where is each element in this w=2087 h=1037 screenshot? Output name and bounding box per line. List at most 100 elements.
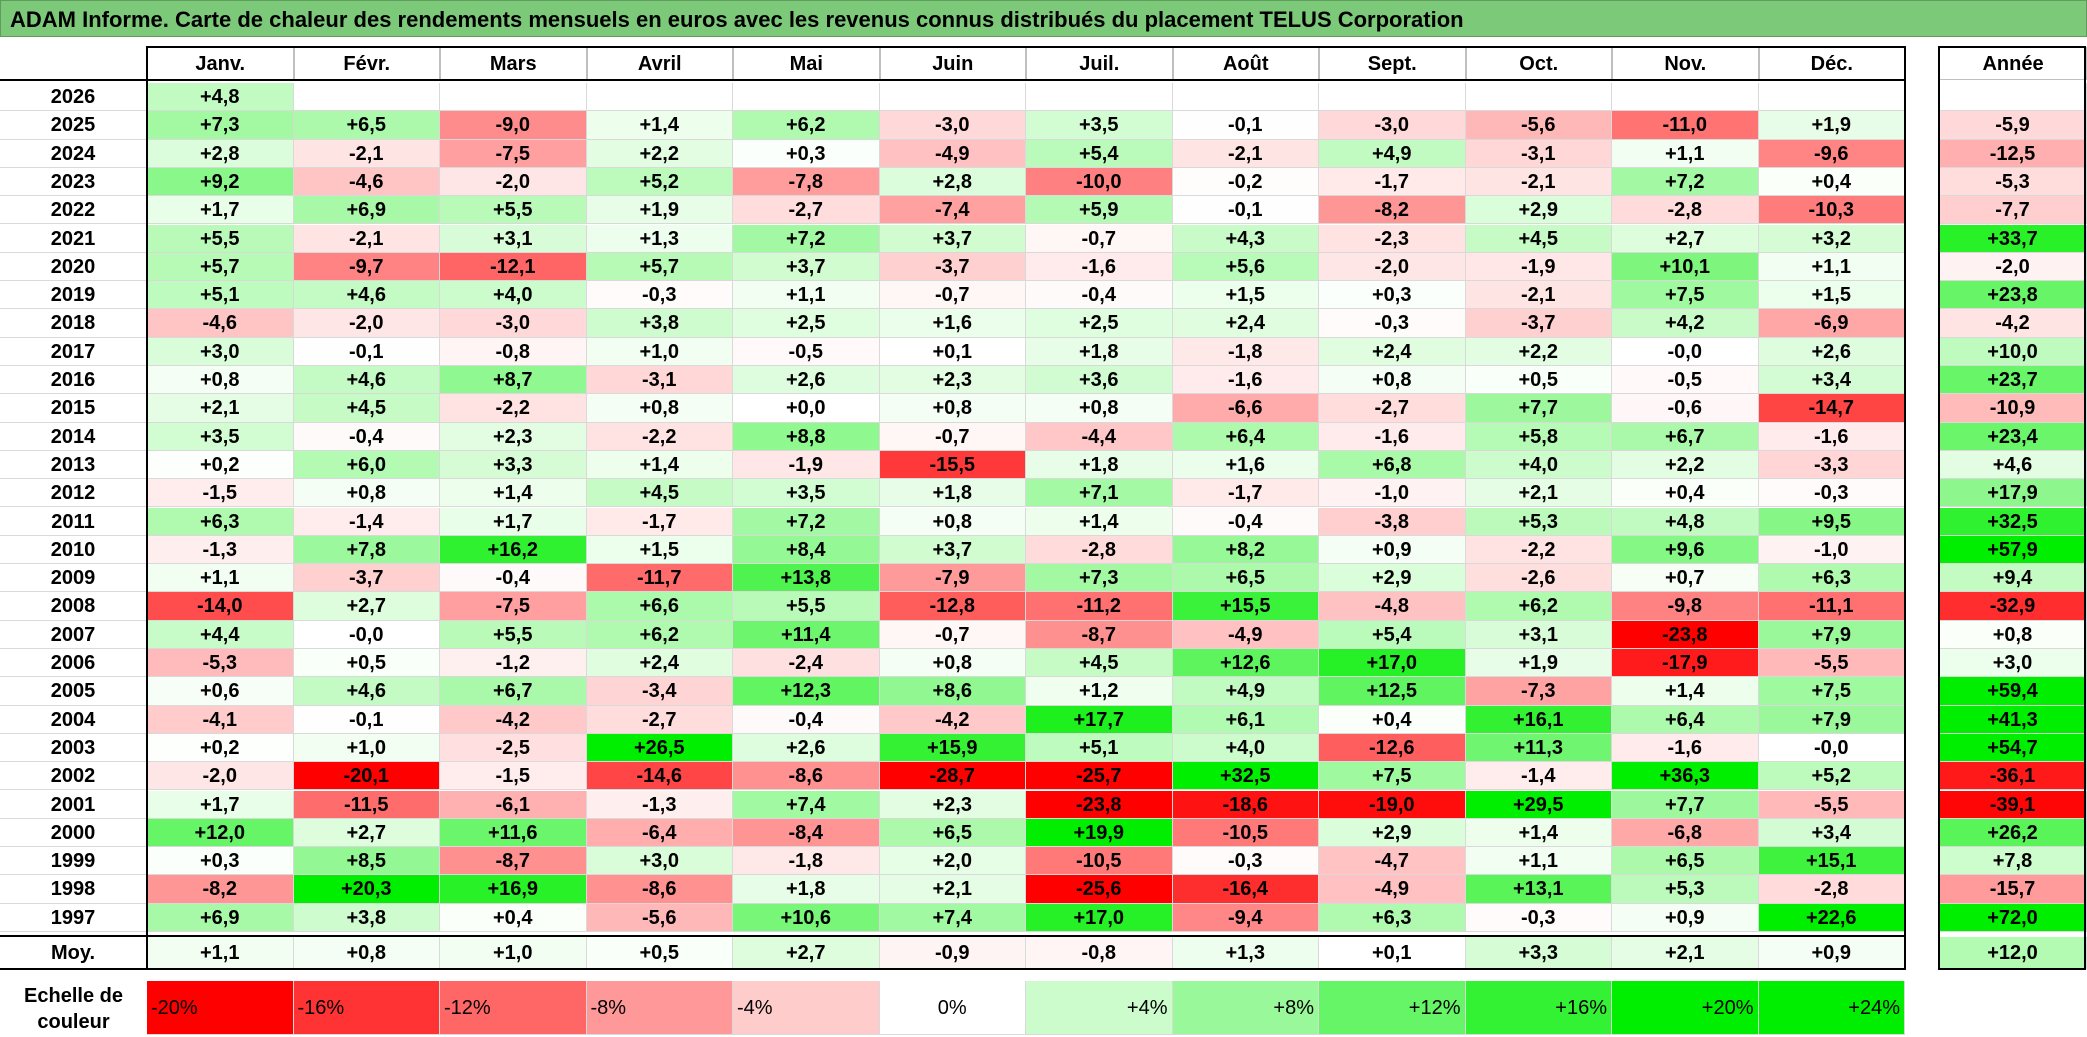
heatmap-cell: +0,8 [293,479,440,508]
heatmap-cell: +0,3 [1319,281,1466,310]
heatmap-cell: -1,9 [1465,252,1612,282]
average-divider [0,935,1905,937]
heatmap-cell [733,83,880,112]
heatmap-cell: +9,2 [147,167,294,197]
heatmap-cell: +1,5 [586,535,733,565]
month-header: Avril [586,47,733,80]
heatmap-cell: +1,4 [586,111,733,140]
heatmap-cell: +9,5 [1758,507,1905,536]
heatmap-cell: -3,0 [1319,111,1466,140]
heatmap-cell: +6,4 [1172,422,1319,451]
heatmap-cell: +5,7 [586,252,733,282]
heatmap-cell: +26,5 [586,733,733,763]
heatmap-cell: +6,5 [1172,564,1319,593]
heatmap-cell [1758,83,1905,112]
heatmap-cell: +0,3 [147,847,294,876]
heatmap-cell: +5,1 [1026,733,1173,763]
heatmap-cell: +1,9 [1465,649,1612,678]
heatmap-cell: -1,2 [440,649,587,678]
heatmap-cell: +0,9 [1612,903,1759,932]
heatmap-cell: +1,4 [440,479,587,508]
heatmap-cell: +36,3 [1612,762,1759,791]
heatmap-cell: -2,1 [1465,281,1612,310]
heatmap-cell: +1,8 [1026,450,1173,480]
heatmap-cell: -1,5 [440,762,587,791]
heatmap-cell: +2,7 [1612,224,1759,253]
color-scale-swatch: +4% [1026,981,1173,1035]
heatmap-cell: +12,3 [733,677,880,706]
heatmap-cell: +2,9 [1319,564,1466,593]
heatmap-cell: +2,4 [1172,309,1319,338]
heatmap-cell: +6,2 [586,620,733,649]
heatmap-cell: +0,4 [440,903,587,932]
heatmap-cell: +0,8 [147,366,294,395]
annual-cell: +4,6 [1939,450,2087,480]
heatmap-cell: +1,6 [1172,450,1319,480]
heatmap-cell: +7,9 [1758,620,1905,649]
heatmap-cell: +29,5 [1465,790,1612,819]
heatmap-cell: +4,0 [440,281,587,310]
heatmap-cell: -2,3 [1319,224,1466,253]
heatmap-cell: -0,3 [586,281,733,310]
heatmap-cell: +1,0 [293,733,440,763]
heatmap-cell: +2,0 [879,847,1026,876]
heatmap-cell: +6,6 [586,592,733,621]
heatmap-cell: +5,8 [1465,422,1612,451]
heatmap-cell: -2,4 [733,649,880,678]
year-label: 2014 [0,422,147,451]
heatmap-cell: +1,1 [147,564,294,593]
heatmap-cell: -3,8 [1319,507,1466,536]
heatmap-cell: -0,4 [440,564,587,593]
heatmap-cell: -2,1 [293,139,440,168]
heatmap-cell: +1,4 [586,450,733,480]
heatmap-cell: -5,6 [586,903,733,932]
heatmap-cell: -2,8 [1026,535,1173,565]
annual-cell: +54,7 [1939,733,2087,763]
heatmap-cell: -0,4 [1172,507,1319,536]
year-label: 2009 [0,564,147,593]
year-label: 2010 [0,535,147,565]
heatmap-cell: -3,7 [879,252,1026,282]
heatmap-cell: +5,4 [1319,620,1466,649]
heatmap-cell: -25,6 [1026,875,1173,904]
heatmap-cell: -3,3 [1758,450,1905,480]
heatmap-cell: +3,1 [1465,620,1612,649]
annual-cell: -7,7 [1939,196,2087,225]
heatmap-cell: -1,9 [733,450,880,480]
heatmap-cell: +7,3 [1026,564,1173,593]
heatmap-cell: +7,2 [1612,167,1759,197]
year-label: 2019 [0,281,147,310]
heatmap-cell: +7,7 [1612,790,1759,819]
heatmap-cell: -17,9 [1612,649,1759,678]
year-label: 2004 [0,705,147,734]
heatmap-cell: -4,6 [293,167,440,197]
annual-cell: +32,5 [1939,507,2087,536]
heatmap-cell: -1,0 [1319,479,1466,508]
heatmap-cell: -3,1 [1465,139,1612,168]
heatmap-cell: +0,0 [733,394,880,423]
heatmap-cell: -0,4 [733,705,880,734]
heatmap-cell: +5,5 [440,620,587,649]
heatmap-cell: +4,5 [1465,224,1612,253]
heatmap-cell: +5,5 [440,196,587,225]
color-scale-swatch: -8% [586,981,733,1035]
year-label: 2006 [0,649,147,678]
heatmap-cell: -0,3 [1758,479,1905,508]
heatmap-cell: +6,8 [1319,450,1466,480]
heatmap-cell: -8,4 [733,818,880,848]
heatmap-cell: +7,5 [1319,762,1466,791]
annual-cell: +33,7 [1939,224,2087,253]
heatmap-cell: -4,8 [1319,592,1466,621]
heatmap-cell: +16,1 [1465,705,1612,734]
heatmap-cell: +3,3 [440,450,587,480]
month-header: Juil. [1026,47,1173,80]
year-label: 2016 [0,366,147,395]
heatmap-cell: +0,1 [879,337,1026,366]
heatmap-cell: +1,5 [1758,281,1905,310]
heatmap-cell: -19,0 [1319,790,1466,819]
heatmap-cell: +0,5 [1465,366,1612,395]
heatmap-cell: -2,0 [1319,252,1466,282]
average-annual-cell: +12,0 [1939,937,2087,969]
heatmap-cell: +6,4 [1612,705,1759,734]
